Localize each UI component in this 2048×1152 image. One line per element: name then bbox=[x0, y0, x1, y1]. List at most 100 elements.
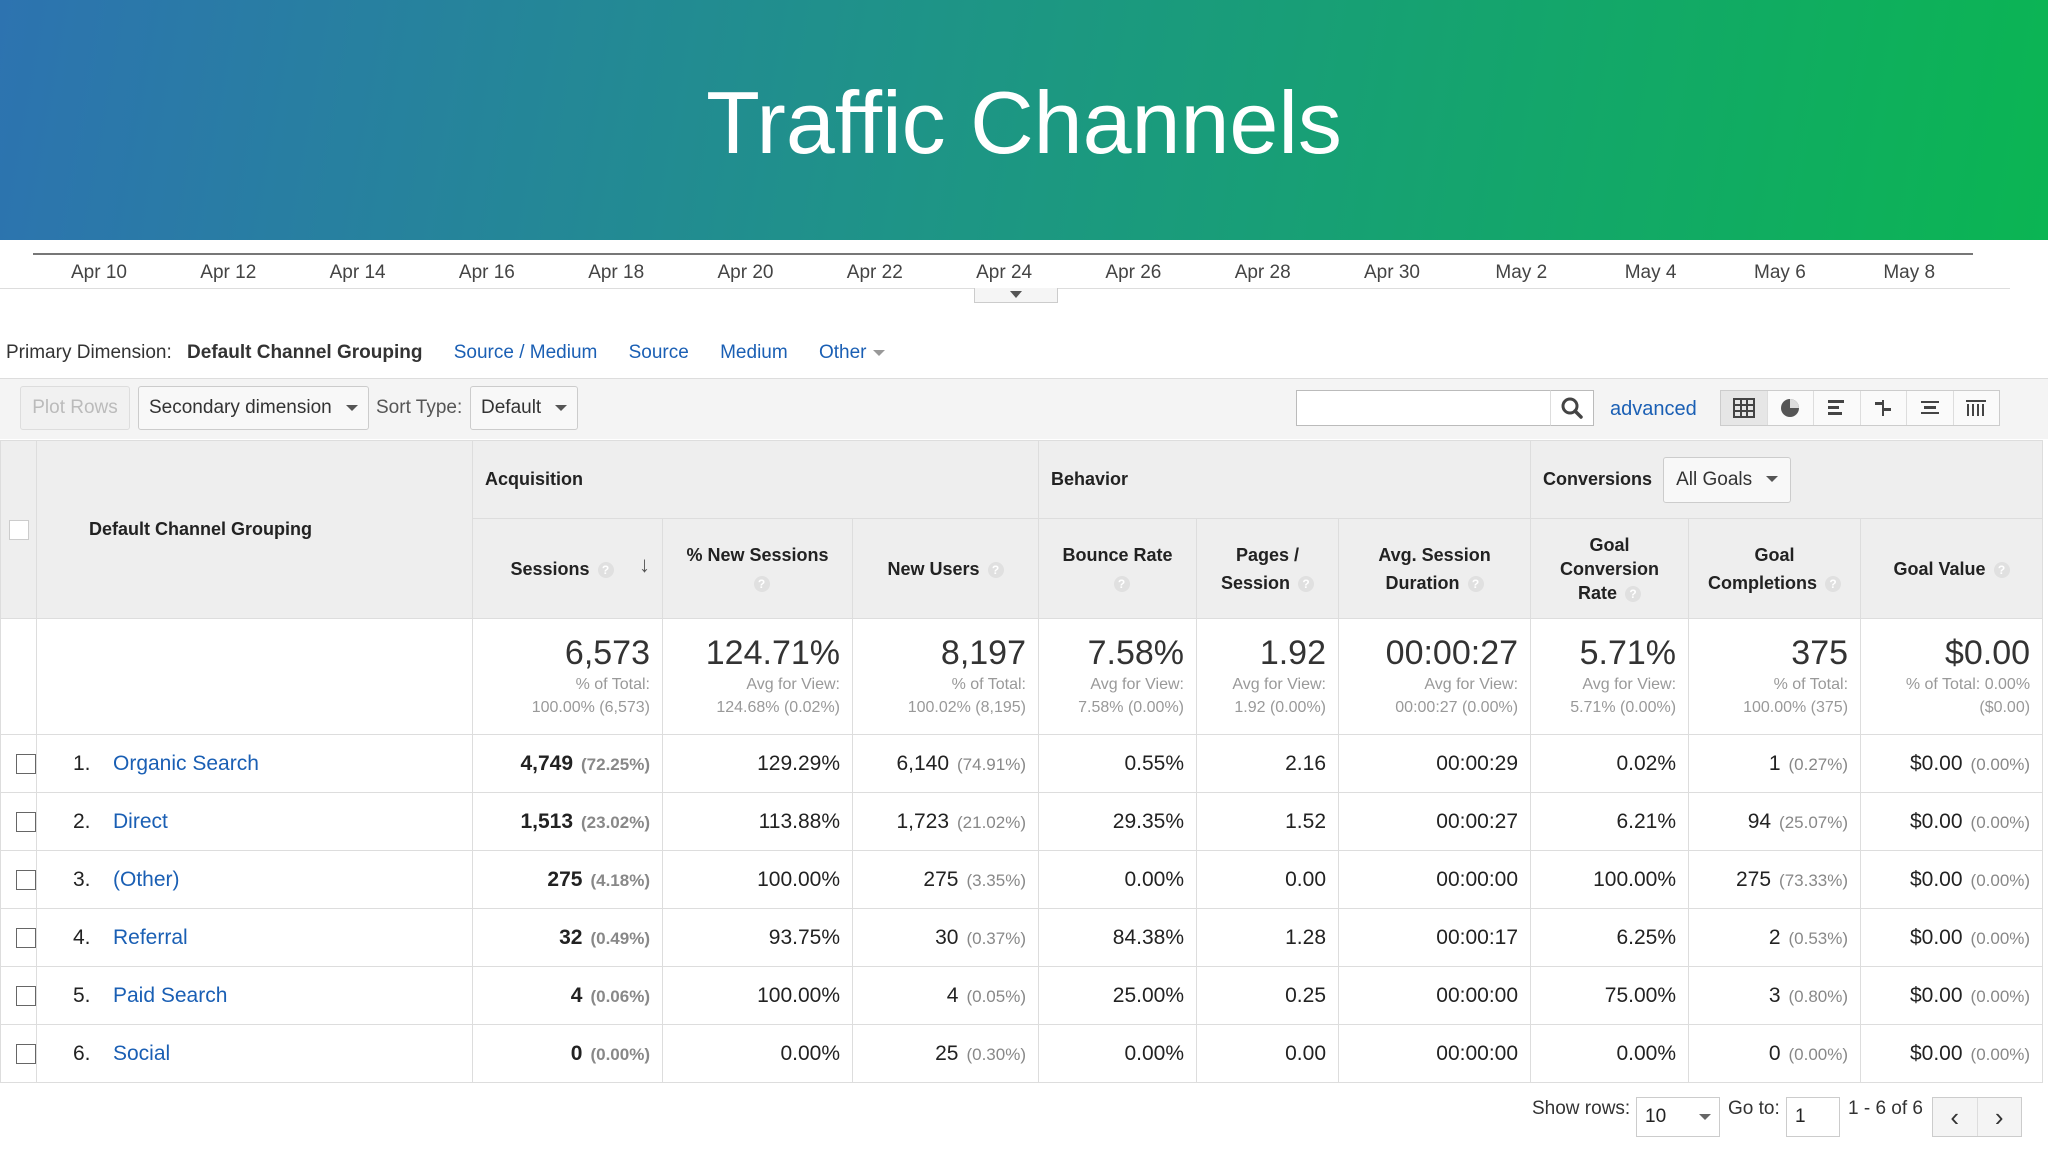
timeline-tick: Apr 14 bbox=[329, 262, 386, 283]
secondary-dimension-dropdown[interactable]: Secondary dimension bbox=[138, 386, 369, 430]
bounce-rate-header[interactable]: Bounce Rate? bbox=[1038, 518, 1197, 619]
goal-value-header[interactable]: Goal Value? bbox=[1860, 518, 2044, 619]
next-page-button[interactable]: › bbox=[1978, 1098, 2022, 1136]
total-caption: Avg for View: bbox=[1090, 676, 1184, 693]
comparison-view-button[interactable] bbox=[1861, 391, 1907, 425]
show-rows-select[interactable]: 10 bbox=[1636, 1097, 1720, 1137]
bar-view-button[interactable] bbox=[1814, 391, 1861, 425]
channel-link[interactable]: Organic Search bbox=[113, 751, 259, 775]
select-all-cell bbox=[0, 440, 37, 619]
help-icon[interactable]: ? bbox=[1625, 585, 1642, 602]
completions-cell: 3 (0.80%) bbox=[1688, 966, 1862, 1025]
pages-per-session-header[interactable]: Pages / Session? bbox=[1196, 518, 1339, 619]
chart-collapse-handle[interactable] bbox=[974, 288, 1058, 303]
dimension-source-medium-link[interactable]: Source / Medium bbox=[453, 342, 598, 363]
timeline-tick: Apr 12 bbox=[200, 262, 257, 283]
duration-cell: 00:00:00 bbox=[1337, 966, 1532, 1025]
channel-name-cell: 6. Social bbox=[36, 1024, 473, 1083]
sessions-cell: 32 (0.49%) bbox=[472, 908, 663, 967]
completions-value: 94 bbox=[1747, 809, 1772, 833]
channel-link[interactable]: Direct bbox=[113, 809, 168, 833]
pie-view-button[interactable] bbox=[1768, 391, 1814, 425]
help-icon[interactable]: ? bbox=[1298, 575, 1315, 592]
goal-value-share: (0.00%) bbox=[1970, 928, 2031, 948]
sessions-cell: 4,749 (72.25%) bbox=[472, 734, 663, 793]
goal-conversion-rate-header[interactable]: Goal Conversion Rate? bbox=[1530, 518, 1690, 619]
search-button[interactable] bbox=[1550, 390, 1594, 426]
timeline-tick: Apr 10 bbox=[71, 262, 127, 283]
help-icon[interactable]: ? bbox=[1113, 575, 1130, 592]
help-icon[interactable]: ? bbox=[1467, 575, 1484, 592]
timeline-tick: Apr 16 bbox=[458, 262, 515, 283]
total-pages: 1.92 Avg for View: 1.92 (0.00%) bbox=[1196, 618, 1339, 735]
total-value: 6,573 bbox=[564, 634, 650, 672]
pivot-view-button[interactable] bbox=[1954, 391, 2000, 425]
new-users-header-label: New Users bbox=[887, 558, 980, 579]
total-detail: 100.00% (6,573) bbox=[531, 699, 650, 716]
advanced-filter-link[interactable]: advanced bbox=[1610, 398, 1697, 420]
total-detail: 7.58% (0.00%) bbox=[1078, 699, 1184, 716]
goal-select-dropdown[interactable]: All Goals bbox=[1663, 456, 1792, 503]
dimension-other-link[interactable]: Other bbox=[819, 342, 885, 363]
channel-link[interactable]: Paid Search bbox=[113, 983, 228, 1007]
table-view-button[interactable] bbox=[1721, 391, 1768, 425]
help-icon[interactable]: ? bbox=[987, 561, 1004, 578]
table-search-input[interactable] bbox=[1296, 390, 1594, 426]
row-checkbox[interactable] bbox=[16, 811, 36, 832]
term-cloud-view-button[interactable] bbox=[1907, 391, 1954, 425]
new-users-value: 25 bbox=[935, 1041, 959, 1065]
row-checkbox[interactable] bbox=[16, 1043, 36, 1064]
avg-session-duration-header[interactable]: Avg. Session Duration? bbox=[1337, 518, 1532, 619]
timeline-tick: May 4 bbox=[1624, 262, 1677, 283]
new-users-value: 1,723 bbox=[896, 809, 950, 833]
select-all-checkbox[interactable] bbox=[8, 520, 29, 541]
dimension-medium-link[interactable]: Medium bbox=[720, 342, 788, 363]
pie-view-icon bbox=[1781, 399, 1800, 417]
title-banner: Traffic Channels bbox=[0, 0, 2048, 240]
completions-share: (73.33%) bbox=[1779, 870, 1849, 890]
previous-page-button[interactable]: ‹ bbox=[1933, 1098, 1978, 1136]
help-icon[interactable]: ? bbox=[753, 575, 770, 592]
duration-cell: 00:00:00 bbox=[1337, 1024, 1532, 1083]
timeline-tick: Apr 22 bbox=[846, 262, 903, 283]
total-detail: 1.92 (0.00%) bbox=[1234, 699, 1326, 716]
sessions-header[interactable]: Sessions? ↓ bbox=[472, 518, 663, 619]
row-checkbox[interactable] bbox=[16, 869, 36, 890]
pagination-range: 1 - 6 of 6 bbox=[1848, 1098, 1923, 1119]
channel-link[interactable]: Social bbox=[113, 1041, 171, 1065]
timeline-tick: Apr 28 bbox=[1234, 262, 1291, 283]
total-duration: 00:00:27 Avg for View: 00:00:27 (0.00%) bbox=[1337, 618, 1532, 735]
total-value: $0.00 bbox=[1944, 634, 2031, 672]
sessions-cell: 4 (0.06%) bbox=[472, 966, 663, 1025]
table-row: 5. Paid Search 4 (0.06%) 100.00% 4 (0.05%) 25.0… bbox=[0, 966, 2044, 1025]
view-type-switcher bbox=[1720, 390, 2000, 426]
help-icon[interactable]: ? bbox=[1993, 561, 2010, 578]
completions-share: (0.80%) bbox=[1788, 986, 1849, 1006]
channel-link[interactable]: (Other) bbox=[113, 867, 180, 891]
conversion-rate-cell: 0.00% bbox=[1530, 1024, 1690, 1083]
comp-header-line2: Completions bbox=[1708, 572, 1818, 593]
new-users-value: 275 bbox=[923, 867, 959, 891]
row-checkbox[interactable] bbox=[16, 985, 36, 1006]
channel-link[interactable]: Referral bbox=[113, 925, 188, 949]
sort-type-dropdown[interactable]: Default bbox=[470, 386, 579, 430]
table-row: 6. Social 0 (0.00%) 0.00% 25 (0.30%) 0.00% 0.00 0… bbox=[0, 1024, 2044, 1083]
goal-value-share: (0.00%) bbox=[1970, 870, 2031, 890]
row-checkbox[interactable] bbox=[16, 927, 36, 948]
dimension-source-link[interactable]: Source bbox=[628, 342, 689, 363]
row-checkbox[interactable] bbox=[16, 753, 36, 774]
new-sessions-header[interactable]: % New Sessions? bbox=[662, 518, 853, 619]
help-icon[interactable]: ? bbox=[1825, 575, 1842, 592]
bounce-rate-cell: 0.00% bbox=[1038, 850, 1197, 909]
plot-rows-button[interactable]: Plot Rows bbox=[20, 386, 130, 430]
new-users-share: (0.30%) bbox=[966, 1044, 1026, 1064]
chevron-down-icon bbox=[1766, 476, 1779, 483]
table-row: 3. (Other) 275 (4.18%) 100.00% 275 (3.35%) 0.00… bbox=[0, 850, 2044, 909]
help-icon[interactable]: ? bbox=[597, 561, 614, 578]
row-number: 4. bbox=[73, 925, 91, 949]
completions-cell: 2 (0.53%) bbox=[1688, 908, 1862, 967]
goal-completions-header[interactable]: Goal Completions? bbox=[1688, 518, 1862, 619]
goto-input[interactable]: 1 bbox=[1786, 1097, 1840, 1137]
duration-header-line2: Duration bbox=[1385, 572, 1460, 593]
new-users-header[interactable]: New Users? bbox=[852, 518, 1039, 619]
